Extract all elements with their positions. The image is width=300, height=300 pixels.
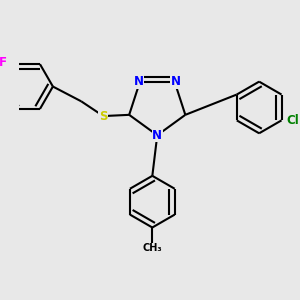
Text: F: F xyxy=(0,56,7,69)
Text: N: N xyxy=(134,75,144,88)
Text: N: N xyxy=(171,75,181,88)
Text: N: N xyxy=(152,129,162,142)
Text: CH₃: CH₃ xyxy=(142,243,162,254)
Text: Cl: Cl xyxy=(286,114,299,127)
Text: S: S xyxy=(99,110,108,123)
